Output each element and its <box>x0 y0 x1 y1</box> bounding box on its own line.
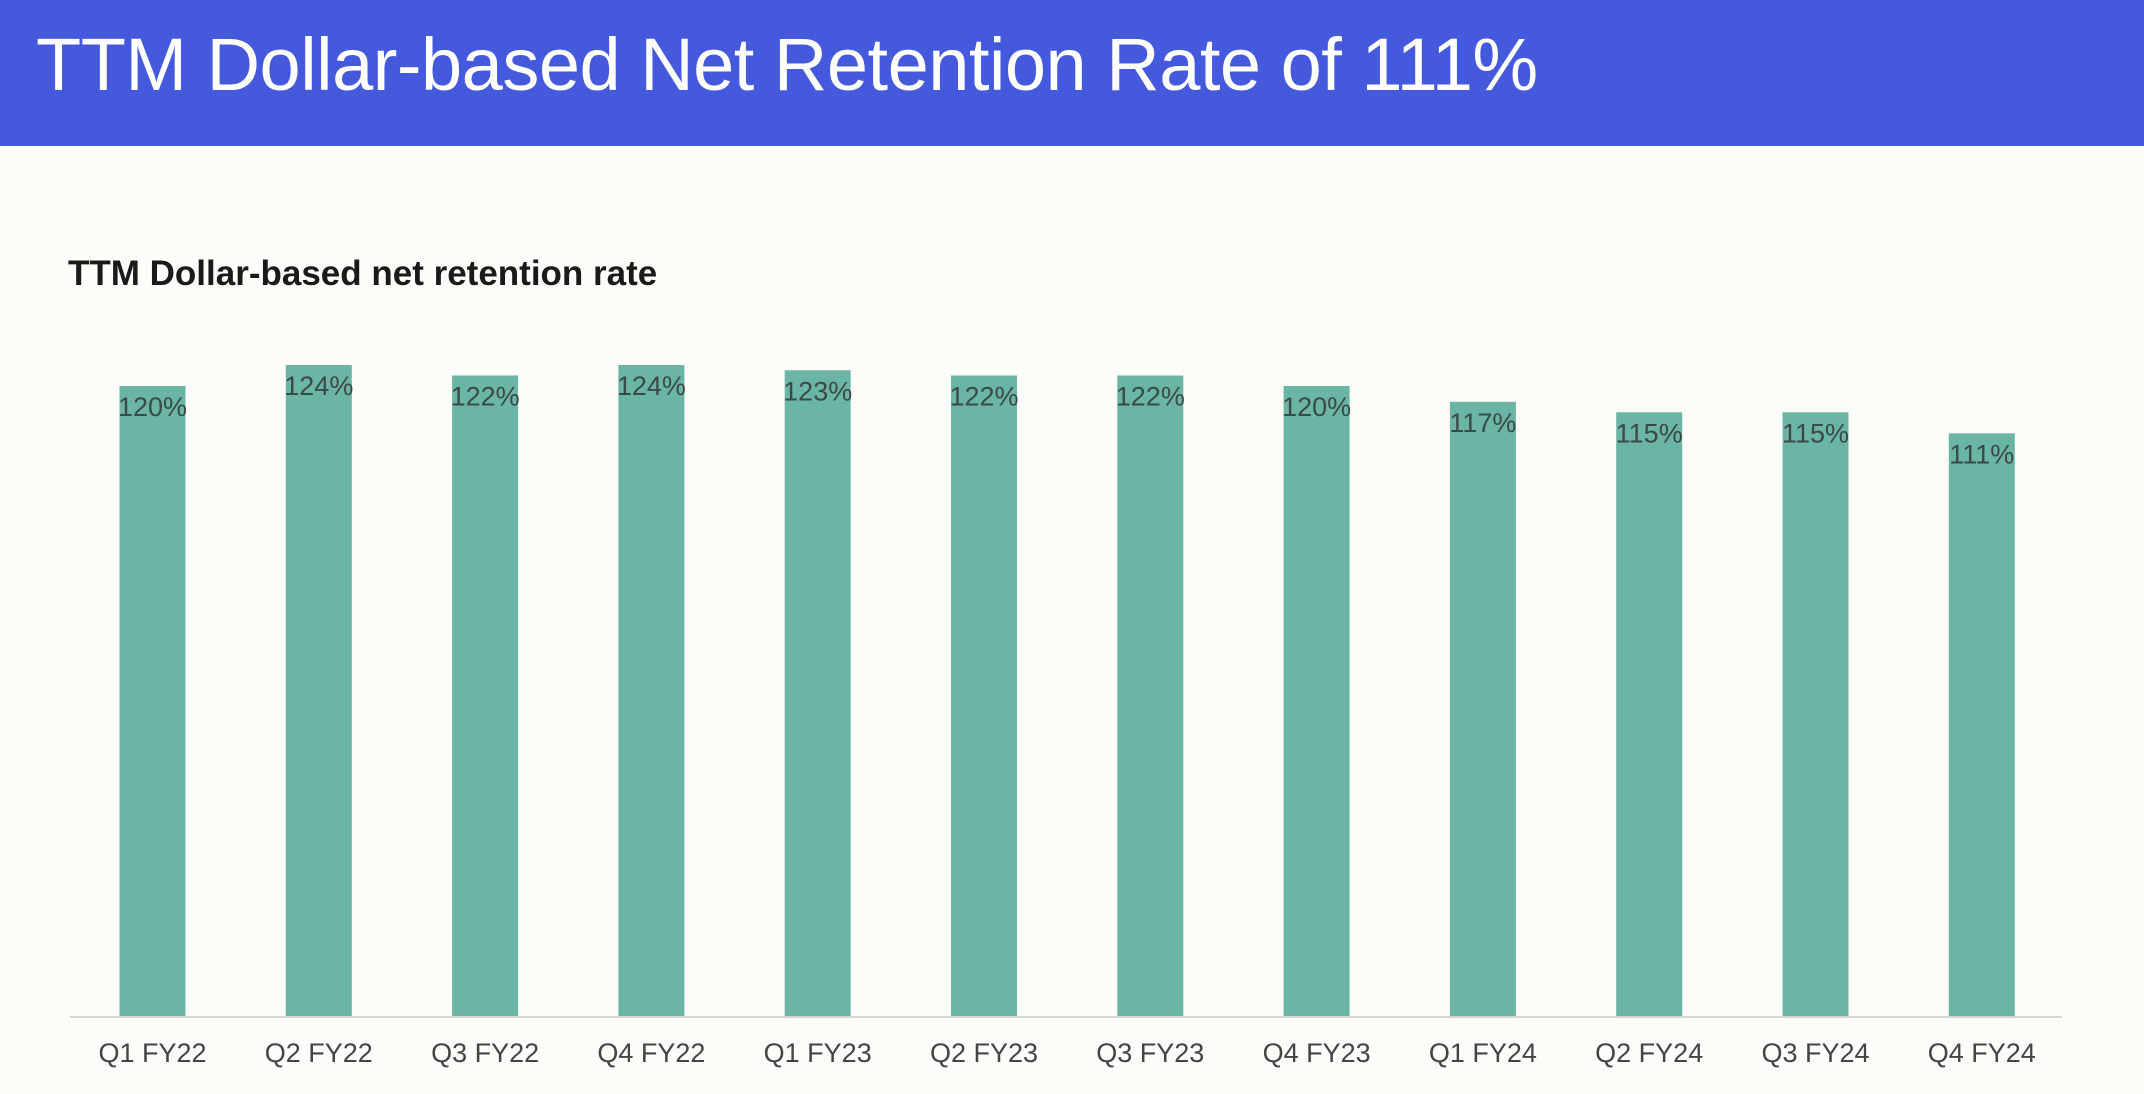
data-label: 123% <box>783 376 852 406</box>
x-tick-labels-group: Q1 FY22 Q2 FY22 Q3 FY22 Q4 FY22 Q1 FY23 Q2 FY… <box>98 1038 2035 1068</box>
title-banner: TTM Dollar-based Net Retention Rate of 1… <box>0 0 2144 146</box>
x-tick-label: Q4 FY22 <box>597 1038 705 1068</box>
bars-group <box>119 365 2015 1017</box>
bar-q3-fy24 <box>1782 412 1849 1017</box>
data-label: 120% <box>118 392 187 422</box>
x-tick-label: Q1 FY23 <box>764 1038 872 1068</box>
x-tick-label: Q2 FY24 <box>1595 1038 1703 1068</box>
bar-q3-fy23 <box>1117 375 1184 1016</box>
bar-q3-fy22 <box>452 375 519 1016</box>
data-label: 111% <box>1949 439 2014 469</box>
bar-q2-fy24 <box>1616 412 1683 1017</box>
x-tick-label: Q4 FY24 <box>1928 1038 2036 1068</box>
x-tick-label: Q2 FY22 <box>265 1038 373 1068</box>
data-label: 115% <box>1616 418 1683 448</box>
chart-title: TTM Dollar-based net retention rate <box>68 254 658 293</box>
page-title: TTM Dollar-based Net Retention Rate of 1… <box>36 23 1538 106</box>
data-label: 124% <box>284 371 353 401</box>
data-label: 122% <box>451 382 520 412</box>
bar-q4-fy24 <box>1948 433 2015 1017</box>
bar-q4-fy22 <box>618 365 685 1016</box>
x-tick-label: Q1 FY24 <box>1429 1038 1537 1068</box>
x-tick-label: Q2 FY23 <box>930 1038 1038 1068</box>
data-label: 115% <box>1782 418 1849 448</box>
data-label: 122% <box>1116 382 1185 412</box>
data-label: 117% <box>1449 408 1516 438</box>
x-tick-label: Q3 FY22 <box>431 1038 539 1068</box>
bar-q1-fy22 <box>119 386 186 1016</box>
data-labels-group: 120% 124% 122% 124% 123% 122% 122% 120% 117% 115%… <box>118 371 2014 469</box>
bar-q4-fy23 <box>1283 386 1350 1016</box>
bar-q2-fy23 <box>951 375 1017 1016</box>
bar-q2-fy22 <box>285 365 352 1016</box>
x-tick-label: Q4 FY23 <box>1263 1038 1371 1068</box>
data-label: 122% <box>949 382 1018 412</box>
data-label: 120% <box>1282 392 1351 422</box>
bar-q1-fy23 <box>784 370 851 1017</box>
x-tick-label: Q3 FY23 <box>1096 1038 1204 1068</box>
data-label: 124% <box>617 371 686 401</box>
x-tick-label: Q1 FY22 <box>98 1038 206 1068</box>
x-tick-label: Q3 FY24 <box>1761 1038 1869 1068</box>
bar-q1-fy24 <box>1449 401 1516 1017</box>
